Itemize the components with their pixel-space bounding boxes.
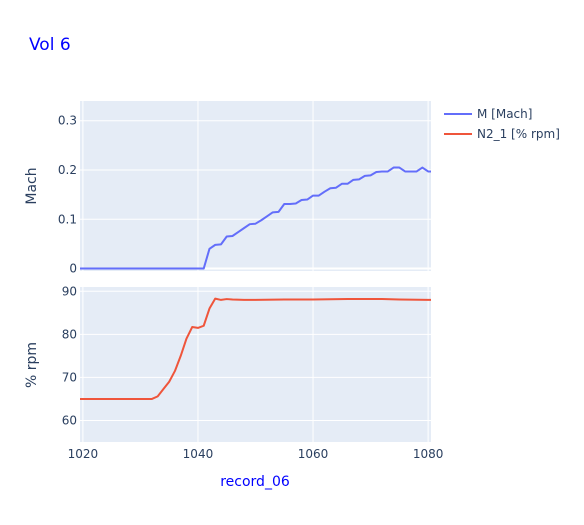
top-series [80, 166, 431, 270]
legend-label-mach: M [Mach] [477, 107, 532, 121]
x-tick-label-3: 1080 [413, 447, 444, 461]
p0-y-tick-label-2: 0.2 [58, 163, 77, 177]
legend-label-rpm: N2_1 [% rpm] [477, 127, 560, 141]
p1-y-tick-label-1: 70 [62, 370, 77, 384]
p0-y-tick-label-0: 0 [69, 262, 77, 276]
top-plot-area [80, 101, 431, 271]
x-axis-title: record_06 [220, 474, 290, 490]
bottom-grid [80, 287, 431, 442]
bottom-series [80, 297, 431, 400]
x-tick-label-2: 1060 [298, 447, 329, 461]
series-line-rpm [80, 297, 431, 400]
bottom-y-axis-title: % rpm [24, 342, 40, 388]
top-grid [80, 101, 431, 271]
bottom-y-ticks: 60 70 80 90 [62, 284, 77, 427]
top-panel: 0 0.1 0.2 0.3 Mach [24, 101, 431, 276]
chart-title: Vol 6 [29, 35, 71, 55]
series-line-mach [80, 166, 431, 270]
top-y-ticks: 0 0.1 0.2 0.3 [58, 114, 77, 276]
p1-y-tick-label-0: 60 [62, 413, 77, 427]
bottom-panel: 60 70 80 90 % rpm [24, 284, 431, 442]
top-y-axis-title: Mach [24, 167, 40, 204]
p1-y-tick-label-3: 90 [62, 284, 77, 298]
p0-y-tick-label-1: 0.1 [58, 212, 77, 226]
legend: M [Mach] N2_1 [% rpm] [444, 107, 560, 141]
p1-y-tick-label-2: 80 [62, 327, 77, 341]
x-ticks: 1020 1040 1060 1080 [68, 447, 444, 461]
x-tick-label-1: 1040 [183, 447, 214, 461]
p0-y-tick-label-3: 0.3 [58, 114, 77, 128]
x-tick-label-0: 1020 [68, 447, 99, 461]
bottom-plot-area [80, 287, 431, 442]
